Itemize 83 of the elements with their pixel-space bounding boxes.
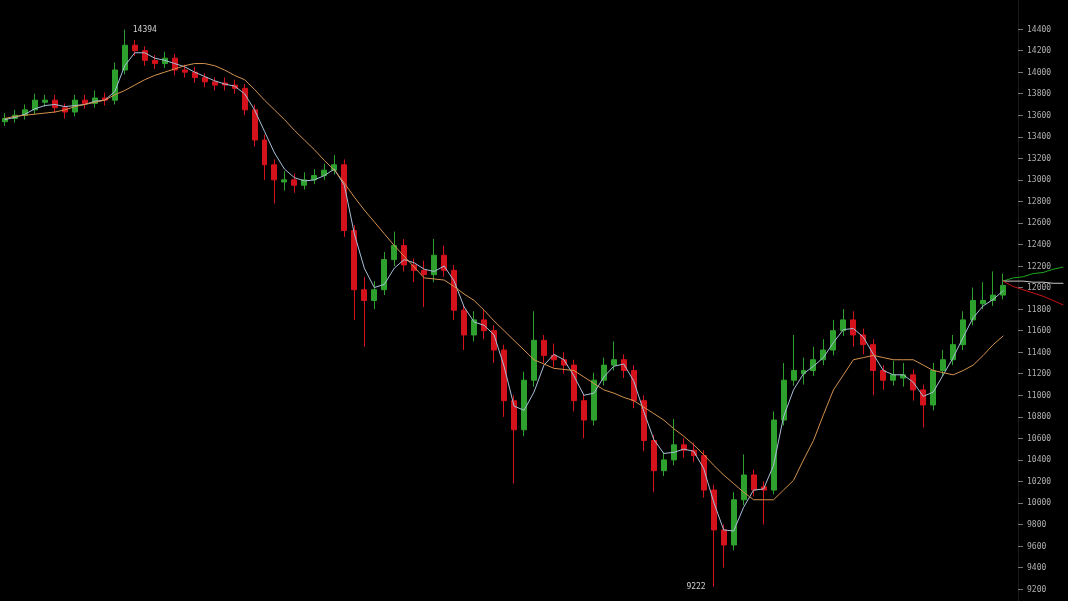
candlestick (281, 170, 287, 192)
y-tick-label: 11400 (1027, 347, 1052, 357)
y-tick-label: 11000 (1027, 390, 1052, 400)
candlestick (82, 94, 88, 110)
candlestick (511, 394, 517, 485)
candlestick (531, 310, 537, 388)
candlestick (132, 39, 138, 57)
y-tick-label: 9800 (1027, 520, 1047, 530)
candlestick (391, 231, 397, 267)
candlestick (980, 281, 986, 310)
y-tick-label: 11200 (1027, 369, 1052, 379)
candlestick (541, 334, 547, 364)
candlestick (421, 260, 427, 308)
y-tick-label: 14000 (1027, 67, 1052, 77)
candlestick (291, 172, 297, 194)
y-tick-label: 10400 (1027, 455, 1052, 465)
candlestick (581, 393, 587, 439)
candlestick (920, 384, 926, 429)
candlestick (262, 134, 267, 181)
candlestick (731, 491, 737, 551)
candlestick (202, 72, 208, 88)
candlestick (930, 362, 936, 411)
candlestick (471, 310, 477, 342)
candlestick (870, 338, 876, 396)
candlestick (791, 334, 797, 387)
candlestick (152, 54, 158, 70)
candlestick (521, 371, 527, 437)
candlestick (850, 310, 856, 348)
y-tick-label: 14200 (1027, 46, 1052, 56)
candlestick (381, 251, 387, 296)
y-tick-label: 10600 (1027, 433, 1052, 443)
candlestick (571, 359, 577, 412)
candlestick (611, 340, 617, 372)
candlestick (711, 484, 717, 588)
y-tick-label: 12800 (1027, 196, 1052, 206)
candlestick (671, 418, 677, 466)
candlestick (431, 238, 437, 283)
candlestick (591, 372, 597, 426)
candlestick (751, 469, 757, 498)
candlestick (840, 308, 846, 337)
candlestick (880, 364, 886, 391)
candlestick (122, 29, 128, 75)
y-tick-label: 13400 (1027, 132, 1052, 142)
y-tick-label: 12000 (1027, 283, 1052, 293)
candlestick (42, 94, 48, 108)
y-tick-label: 10200 (1027, 476, 1052, 486)
candlestick (661, 451, 667, 477)
y-tick-label: 12400 (1027, 239, 1052, 249)
candlestick (371, 280, 377, 310)
y-tick-label: 11800 (1027, 304, 1052, 314)
y-tick-label: 12600 (1027, 218, 1052, 228)
y-tick-label: 9400 (1027, 563, 1047, 573)
candlestick (890, 360, 896, 387)
candlestick (651, 434, 657, 493)
y-tick-label: 14400 (1027, 24, 1052, 34)
annotation: 9222 (686, 582, 706, 592)
y-tick-label: 11600 (1027, 326, 1052, 336)
candlestick (771, 410, 777, 495)
candlestick (461, 304, 467, 351)
candlestick (351, 224, 357, 321)
candlestick (741, 454, 747, 506)
candlestick (970, 287, 976, 326)
y-tick-label: 10800 (1027, 412, 1052, 422)
y-tick-label: 13800 (1027, 89, 1052, 99)
candlestick (361, 276, 367, 348)
y-tick-label: 13200 (1027, 153, 1052, 163)
candlestick (252, 103, 258, 147)
candlestick (781, 362, 787, 426)
candlestick (1000, 273, 1006, 300)
candlestick (242, 83, 248, 116)
y-tick-label: 13000 (1027, 175, 1052, 185)
candlestick (182, 64, 188, 79)
y-tick-label: 13600 (1027, 110, 1052, 120)
y-tick-label: 10000 (1027, 498, 1052, 508)
line-series (1002, 280, 1064, 306)
candlestick (271, 158, 277, 205)
candlestick (721, 524, 727, 569)
candlestick (940, 349, 946, 377)
y-tick-label: 12200 (1027, 261, 1052, 271)
y-tick-label: 9600 (1027, 541, 1047, 551)
candlestick (212, 77, 218, 91)
annotation: 14394 (132, 25, 158, 35)
y-tick-label: 9200 (1027, 584, 1047, 594)
